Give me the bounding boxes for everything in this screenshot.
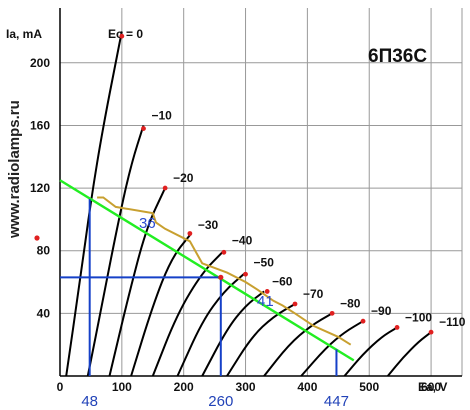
x-tick-label-0: 0 bbox=[57, 380, 64, 394]
x-axis-label: Ea, V bbox=[418, 380, 447, 394]
y-tick-label-0: 40 bbox=[37, 306, 51, 320]
y-axis-label: Ia, mA bbox=[6, 27, 42, 41]
x-tick-label-4: 400 bbox=[297, 380, 317, 394]
operating-point-dot bbox=[218, 274, 224, 280]
power-dot-9 bbox=[360, 318, 366, 324]
x-tick-label-6: 600 bbox=[421, 380, 441, 394]
power-dot-1 bbox=[141, 126, 146, 131]
curve-7 bbox=[226, 303, 296, 377]
curve-label-6: −60 bbox=[272, 274, 293, 288]
projection-labels: 48 260 447 bbox=[81, 393, 349, 410]
watermark-text: www.radiolamps.ru bbox=[6, 100, 23, 239]
power-dot-8 bbox=[329, 310, 335, 316]
power-dot-4 bbox=[221, 249, 227, 255]
y-tick-label-3: 160 bbox=[30, 118, 50, 132]
curve-8 bbox=[263, 312, 333, 377]
power-dot-10 bbox=[394, 325, 400, 330]
curve-label-5: −50 bbox=[254, 256, 275, 270]
watermark-dot bbox=[34, 235, 40, 241]
power-dot-11 bbox=[428, 329, 434, 335]
power-dot-0 bbox=[119, 33, 125, 39]
power-dot-3 bbox=[187, 231, 193, 236]
x-tick-label-1: 100 bbox=[112, 380, 132, 394]
curve-6 bbox=[201, 290, 265, 377]
curve-label-2: −20 bbox=[173, 171, 194, 185]
curves-group bbox=[65, 31, 432, 377]
curve-1 bbox=[86, 125, 145, 377]
overlay-group bbox=[59, 179, 355, 376]
x-tick-label-5: 500 bbox=[359, 380, 379, 394]
curve-label-4: −40 bbox=[232, 234, 253, 248]
curve-label-10: −100 bbox=[405, 310, 432, 324]
curve-label-9: −90 bbox=[371, 304, 392, 318]
annotation-41: 41 bbox=[257, 293, 274, 310]
series-label-ec0: Ec = 0 bbox=[108, 27, 143, 41]
curve-9 bbox=[300, 320, 364, 377]
tube-model-label: 6П36С bbox=[368, 46, 427, 67]
power-limit-line bbox=[97, 196, 352, 346]
y-tick-label-1: 80 bbox=[37, 244, 51, 258]
projection-label-1: 260 bbox=[208, 393, 233, 410]
x-tick-label-3: 300 bbox=[236, 380, 256, 394]
curve-2 bbox=[108, 187, 167, 377]
curve-label-1: −10 bbox=[151, 108, 172, 122]
power-dot-6 bbox=[264, 289, 270, 294]
curve-4 bbox=[151, 249, 225, 377]
y-tick-label-2: 120 bbox=[30, 181, 50, 195]
curve-label-3: −30 bbox=[198, 218, 219, 232]
y-tick-label-4: 200 bbox=[30, 56, 50, 70]
curve-label-8: −80 bbox=[340, 296, 361, 310]
projection-label-2: 447 bbox=[324, 393, 349, 410]
curve-3 bbox=[130, 234, 191, 377]
annotation-36: 36 bbox=[139, 215, 156, 232]
tick-labels: 0 100 200 300 400 500 600 40 80 120 160 200 bbox=[30, 56, 441, 394]
curve-10 bbox=[343, 326, 398, 377]
curve-label-11: −110 bbox=[439, 315, 466, 329]
power-dot-7 bbox=[292, 301, 298, 307]
power-dot-5 bbox=[243, 271, 248, 277]
projection-label-0: 48 bbox=[81, 393, 98, 410]
grid-lines bbox=[60, 8, 463, 376]
curve-11 bbox=[387, 331, 432, 377]
x-tick-label-2: 200 bbox=[174, 380, 194, 394]
curve-0 bbox=[65, 31, 123, 377]
power-dots-group bbox=[119, 33, 434, 335]
load-line bbox=[59, 179, 355, 362]
curve-5 bbox=[176, 271, 247, 377]
curve-labels-group: −10 −20 −30 −40−50 −60 −70 −80 −90 −100 −110 bbox=[151, 108, 465, 329]
curve-label-7: −70 bbox=[303, 287, 324, 301]
power-dot-2 bbox=[162, 185, 168, 191]
